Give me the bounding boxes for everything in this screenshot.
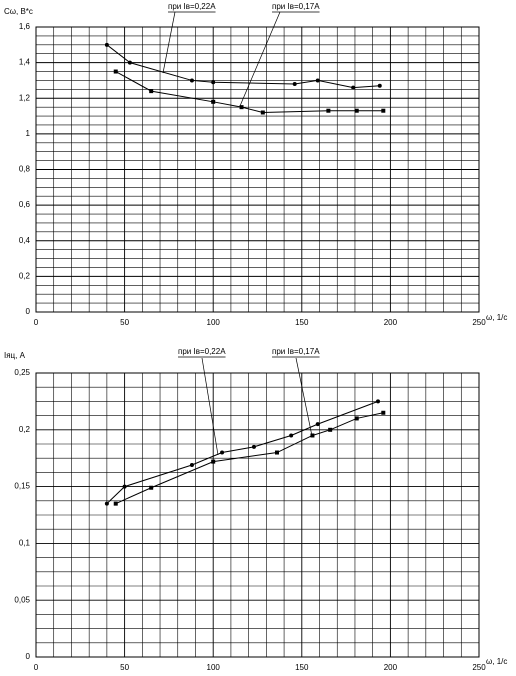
x-tick-label: 150: [295, 663, 309, 672]
data-point: [189, 463, 194, 468]
data-point: [127, 60, 132, 65]
x-tick-label: 250: [472, 318, 486, 327]
y-axis-label: Cω, В*с: [4, 7, 33, 16]
x-tick-label: 200: [384, 318, 398, 327]
y-tick-label: 0: [26, 652, 31, 661]
y-tick-label: 0,4: [19, 236, 31, 245]
data-point: [189, 78, 194, 83]
x-axis-label: ω, 1/c: [486, 313, 507, 322]
series-annotation: при Iв=0,17А: [272, 347, 320, 356]
series-annotation: при Iв=0,22А: [168, 2, 216, 11]
annotation-leader: [239, 11, 281, 107]
y-tick-label: 1,6: [19, 22, 31, 31]
chart: 0 50 100 150 200 250 0 0,2 0,4 0,6 0,8 1 1,2 1,4 1,6 Cω…: [4, 2, 507, 327]
y-tick-label: 1,4: [19, 58, 31, 67]
data-point: [375, 399, 380, 404]
plot-frame: [35, 26, 480, 313]
data-point: [381, 410, 386, 415]
series-annotation: при Iв=0,22А: [178, 347, 226, 356]
plot-frame: [35, 372, 480, 658]
series-line: [106, 400, 379, 505]
data-point: [274, 450, 279, 455]
series-annotation: при Iв=0,17А: [272, 2, 320, 11]
y-tick-label: 0,2: [19, 271, 31, 280]
data-point: [260, 110, 265, 115]
data-point: [381, 108, 386, 113]
series-line: [115, 412, 384, 505]
data-point: [251, 444, 256, 449]
data-point: [104, 501, 109, 506]
y-tick-label: 1: [26, 129, 31, 138]
y-tick-label: 0,15: [14, 482, 30, 491]
data-point: [315, 422, 320, 427]
data-point: [239, 105, 244, 110]
data-point: [220, 450, 225, 455]
data-point: [315, 78, 320, 83]
data-point: [149, 89, 154, 94]
data-point: [289, 433, 294, 438]
data-point: [149, 485, 154, 490]
series-line: [115, 71, 384, 114]
annotation-leader: [201, 357, 219, 456]
x-tick-label: 100: [207, 663, 221, 672]
annotation-leader: [162, 11, 176, 74]
series-line: [106, 44, 380, 89]
annotation-leader: [295, 357, 313, 437]
data-point: [354, 416, 359, 421]
x-tick-label: 0: [34, 663, 39, 672]
data-point: [326, 108, 331, 113]
x-tick-label: 50: [120, 318, 129, 327]
data-point: [113, 501, 118, 506]
x-tick-label: 0: [34, 318, 39, 327]
data-point: [292, 82, 297, 86]
data-point: [104, 42, 109, 47]
x-tick-label: 200: [384, 663, 398, 672]
y-tick-label: 0,1: [19, 539, 31, 548]
data-point: [351, 85, 356, 90]
y-tick-label: 0,05: [14, 595, 30, 604]
y-tick-label: 0: [26, 307, 31, 316]
y-tick-label: 0,6: [19, 200, 31, 209]
data-point: [354, 108, 359, 113]
data-point: [211, 99, 216, 104]
data-point: [211, 459, 216, 464]
x-tick-label: 50: [120, 663, 129, 672]
y-tick-label: 0,25: [14, 368, 30, 377]
data-point: [377, 83, 382, 88]
x-axis-label: ω, 1/c: [486, 657, 507, 666]
y-tick-label: 0,2: [19, 425, 31, 434]
chart: 0 50 100 150 200 250 0 0,05 0,1 0,15 0,2 0,25 Iяц, А…: [4, 347, 507, 672]
y-tick-label: 1,2: [19, 93, 31, 102]
x-tick-label: 250: [472, 663, 486, 672]
y-tick-label: 0,8: [19, 165, 31, 174]
data-point: [122, 484, 127, 489]
data-point: [113, 69, 118, 74]
x-tick-label: 100: [207, 318, 221, 327]
data-point: [328, 427, 333, 432]
x-tick-label: 150: [295, 318, 309, 327]
y-axis-label: Iяц, А: [4, 351, 26, 360]
data-point: [310, 433, 315, 438]
data-point: [211, 80, 216, 85]
